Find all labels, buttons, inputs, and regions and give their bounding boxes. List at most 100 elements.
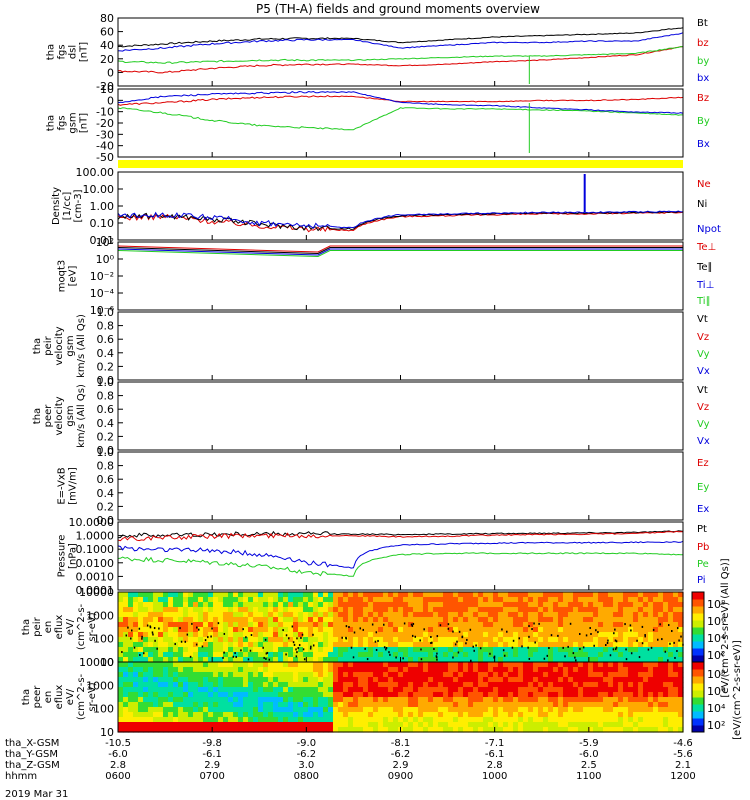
heatmap-cell (523, 592, 529, 598)
heatmap-cell (668, 707, 674, 713)
heatmap-cell (628, 697, 634, 703)
heatmap-cell (308, 722, 314, 728)
heatmap-cell (418, 687, 424, 693)
heatmap-cell (133, 592, 139, 598)
heatmap-cell (643, 697, 649, 703)
heatmap-cell (393, 637, 399, 643)
heatmap-cell (563, 617, 569, 623)
heatmap-cell (193, 627, 199, 633)
heatmap-cell (353, 707, 359, 713)
heatmap-cell (528, 597, 534, 603)
heatmap-cell (298, 607, 304, 613)
heatmap-cell (423, 602, 429, 608)
heatmap-cell (628, 667, 634, 673)
heatmap-cell (338, 632, 344, 638)
heatmap-cell (228, 667, 234, 673)
heatmap-cell (658, 612, 664, 618)
heatmap-cell (433, 642, 439, 648)
y-axis-label: en (43, 691, 54, 704)
heatmap-cell (228, 677, 234, 683)
heatmap-cell (198, 627, 204, 633)
heatmap-cell (293, 652, 299, 658)
heatmap-cell (593, 692, 599, 698)
heatmap-speck (678, 639, 680, 642)
heatmap-cell (298, 652, 304, 658)
heatmap-cell (158, 652, 164, 658)
heatmap-cell (288, 612, 294, 618)
heatmap-cell (148, 697, 154, 703)
heatmap-cell (643, 662, 649, 668)
heatmap-speck (614, 639, 617, 642)
heatmap-cell (298, 597, 304, 603)
heatmap-cell (358, 727, 364, 733)
heatmap-speck (538, 622, 540, 625)
heatmap-cell (338, 677, 344, 683)
y-axis-label: [nT] (79, 113, 90, 133)
heatmap-cell (643, 597, 649, 603)
heatmap-cell (353, 647, 359, 653)
heatmap-cell (648, 627, 654, 633)
heatmap-cell (398, 682, 404, 688)
heatmap-cell (373, 702, 379, 708)
heatmap-cell (593, 657, 599, 663)
heatmap-cell (628, 617, 634, 623)
heatmap-cell (653, 687, 659, 693)
heatmap-cell (363, 722, 369, 728)
heatmap-cell (493, 632, 499, 638)
heatmap-cell (413, 692, 419, 698)
heatmap-speck (385, 648, 387, 651)
heatmap-speck (615, 640, 618, 643)
heatmap-cell (328, 662, 334, 668)
heatmap-cell (223, 627, 229, 633)
heatmap-cell (613, 622, 619, 628)
heatmap-cell (343, 592, 349, 598)
heatmap-cell (388, 727, 394, 733)
heatmap-cell (533, 677, 539, 683)
heatmap-cell (458, 682, 464, 688)
heatmap-cell (258, 667, 264, 673)
heatmap-cell (473, 697, 479, 703)
heatmap-cell (348, 637, 354, 643)
heatmap-cell (623, 707, 629, 713)
heatmap-cell (378, 602, 384, 608)
heatmap-cell (398, 677, 404, 683)
heatmap-cell (123, 612, 129, 618)
heatmap-cell (343, 647, 349, 653)
heatmap-cell (658, 727, 664, 733)
heatmap-cell (288, 597, 294, 603)
heatmap-cell (613, 687, 619, 693)
heatmap-cell (298, 592, 304, 598)
heatmap-cell (368, 727, 374, 733)
heatmap-cell (193, 617, 199, 623)
heatmap-cell (443, 622, 449, 628)
heatmap-cell (248, 682, 254, 688)
heatmap-cell (293, 642, 299, 648)
heatmap-cell (393, 602, 399, 608)
heatmap-cell (458, 727, 464, 733)
heatmap-cell (518, 687, 524, 693)
heatmap-cell (488, 617, 494, 623)
heatmap-cell (663, 652, 669, 658)
heatmap-cell (258, 677, 264, 683)
heatmap-cell (643, 637, 649, 643)
heatmap-cell (508, 612, 514, 618)
heatmap-cell (598, 682, 604, 688)
heatmap-cell (383, 657, 389, 663)
heatmap-cell (388, 672, 394, 678)
heatmap-cell (433, 702, 439, 708)
heatmap-cell (588, 637, 594, 643)
heatmap-cell (323, 632, 329, 638)
heatmap-cell (333, 702, 339, 708)
heatmap-speck (661, 638, 663, 641)
heatmap-cell (263, 697, 269, 703)
heatmap-cell (453, 707, 459, 713)
heatmap-cell (493, 602, 499, 608)
heatmap-cell (538, 617, 544, 623)
panel-frame (117, 521, 684, 591)
heatmap-cell (668, 602, 674, 608)
heatmap-cell (333, 672, 339, 678)
heatmap-cell (533, 627, 539, 633)
heatmap-cell (498, 637, 504, 643)
colorbar-segment (692, 676, 704, 684)
heatmap-cell (623, 727, 629, 733)
